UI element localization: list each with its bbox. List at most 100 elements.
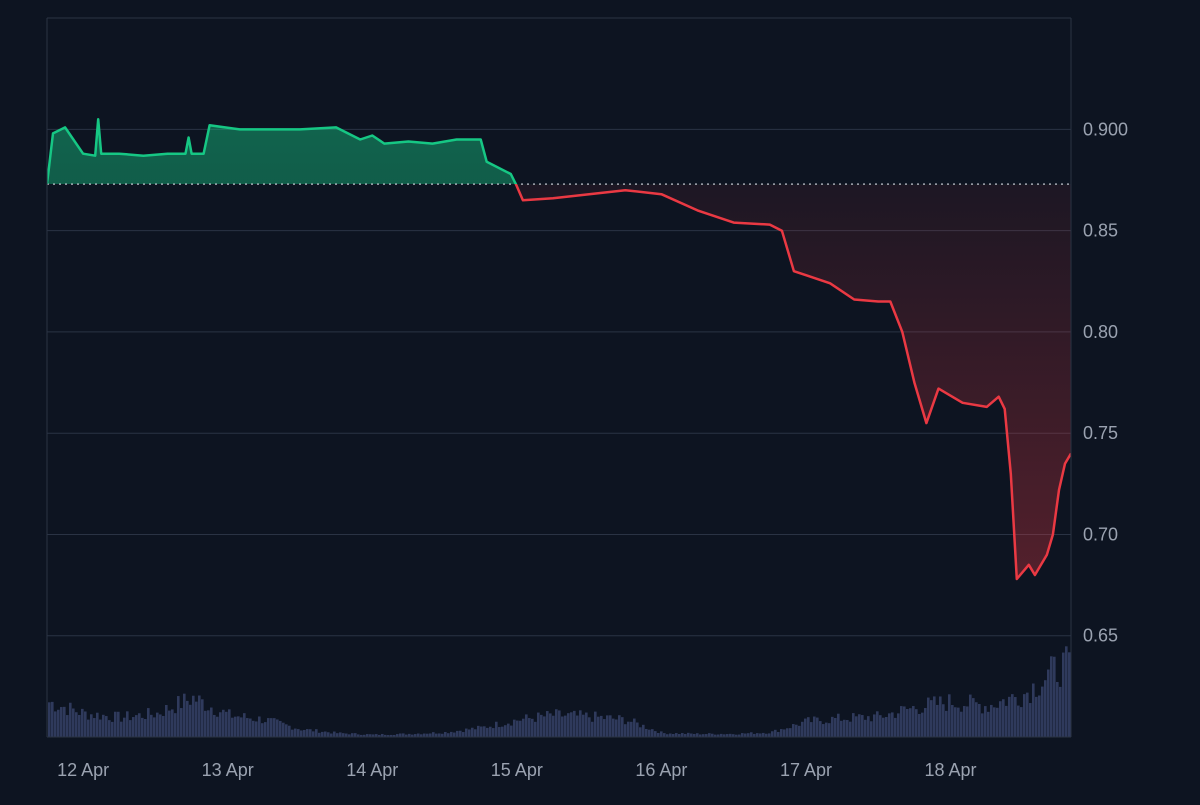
- volume-bar: [1062, 652, 1065, 737]
- volume-bar: [1032, 683, 1035, 737]
- volume-bar: [198, 695, 201, 737]
- volume-bar: [441, 733, 444, 737]
- volume-bar: [717, 734, 720, 737]
- volume-bar: [276, 719, 279, 737]
- volume-bar: [510, 725, 513, 737]
- volume-bar: [477, 725, 480, 737]
- volume-bar: [696, 733, 699, 737]
- volume-bar: [612, 718, 615, 737]
- price-line-down: [47, 184, 1071, 581]
- volume-bar: [711, 733, 714, 737]
- volume-bar: [153, 717, 156, 737]
- volume-bar: [852, 713, 855, 737]
- volume-bar: [354, 733, 357, 737]
- volume-bar: [762, 732, 765, 737]
- volume-bar: [537, 712, 540, 737]
- volume-bar: [51, 701, 54, 737]
- volume-bar: [996, 707, 999, 737]
- volume-bar: [864, 719, 867, 737]
- volume-bar: [126, 711, 129, 737]
- volume-bar: [660, 731, 663, 737]
- volume-bar: [765, 733, 768, 737]
- y-tick-label: 0.70: [1083, 524, 1118, 544]
- volume-bar: [1023, 694, 1026, 737]
- volume-bar: [792, 724, 795, 737]
- volume-bar: [381, 733, 384, 737]
- volume-bar: [207, 710, 210, 737]
- volume-bar: [921, 712, 924, 737]
- volume-bar: [228, 709, 231, 737]
- volume-bar: [525, 714, 528, 737]
- volume-bar: [1059, 686, 1062, 737]
- volume-bar: [333, 731, 336, 737]
- volume-bar: [876, 711, 879, 737]
- volume-bar: [924, 708, 927, 737]
- volume-bar: [72, 708, 75, 737]
- volume-bar: [63, 706, 66, 737]
- volume-bar: [81, 708, 84, 737]
- volume-bar: [498, 727, 501, 737]
- volume-bar: [867, 716, 870, 737]
- volume-bar: [387, 735, 390, 737]
- area-above-baseline: [47, 119, 516, 185]
- volume-bar: [984, 706, 987, 737]
- volume-bar: [360, 734, 363, 737]
- volume-bar: [906, 708, 909, 737]
- volume-bar: [414, 734, 417, 737]
- volume-bar: [657, 733, 660, 737]
- volume-bar: [210, 707, 213, 737]
- volume-bar: [585, 712, 588, 737]
- volume-bar: [570, 712, 573, 737]
- volume-bar: [324, 731, 327, 737]
- volume-bar: [117, 711, 120, 737]
- volume-bar: [678, 733, 681, 737]
- volume-bar: [192, 695, 195, 737]
- volume-bar: [366, 734, 369, 737]
- volume-bar: [900, 706, 903, 737]
- volume-bar: [420, 734, 423, 737]
- x-axis: 12 Apr 13 Apr 14 Apr 15 Apr 16 Apr 17 Apr 18 A…: [57, 760, 976, 780]
- volume-bar: [624, 724, 627, 737]
- volume-bar: [279, 720, 282, 737]
- volume-bar: [1026, 692, 1029, 737]
- volume-bar: [1020, 707, 1023, 737]
- volume-bar: [234, 716, 237, 737]
- x-tick-label: 16 Apr: [635, 760, 687, 780]
- volume-bar: [834, 717, 837, 737]
- volume-bar: [519, 720, 522, 737]
- volume-bar: [969, 694, 972, 737]
- volume-bar: [186, 700, 189, 737]
- y-tick-label: 0.900: [1083, 119, 1128, 139]
- volume-bar: [669, 733, 672, 737]
- volume-bar: [1047, 669, 1050, 737]
- volume-bar: [609, 715, 612, 737]
- volume-bar: [573, 710, 576, 737]
- volume-bar: [351, 733, 354, 737]
- volume-bar: [819, 721, 822, 737]
- volume-bar: [960, 711, 963, 737]
- volume-bar: [828, 723, 831, 737]
- volume-bar: [732, 734, 735, 737]
- volume-bar: [702, 734, 705, 737]
- volume-bar: [999, 701, 1002, 737]
- x-tick-label: 17 Apr: [780, 760, 832, 780]
- volume-bar: [447, 733, 450, 737]
- volume-bar: [48, 702, 51, 737]
- volume-bar: [813, 716, 816, 737]
- volume-bar: [699, 734, 702, 737]
- volume-bar: [576, 715, 579, 737]
- volume-bar: [177, 696, 180, 737]
- volume-bar: [543, 716, 546, 737]
- volume-bar: [249, 718, 252, 737]
- volume-bar: [282, 722, 285, 737]
- volume-bar: [138, 713, 141, 737]
- volume-bar: [1053, 656, 1056, 737]
- x-tick-label: 18 Apr: [925, 760, 977, 780]
- volume-bar: [513, 719, 516, 737]
- volume-bar: [90, 714, 93, 737]
- price-area: [47, 119, 1071, 579]
- volume-bar: [1035, 696, 1038, 737]
- volume-bar: [294, 728, 297, 737]
